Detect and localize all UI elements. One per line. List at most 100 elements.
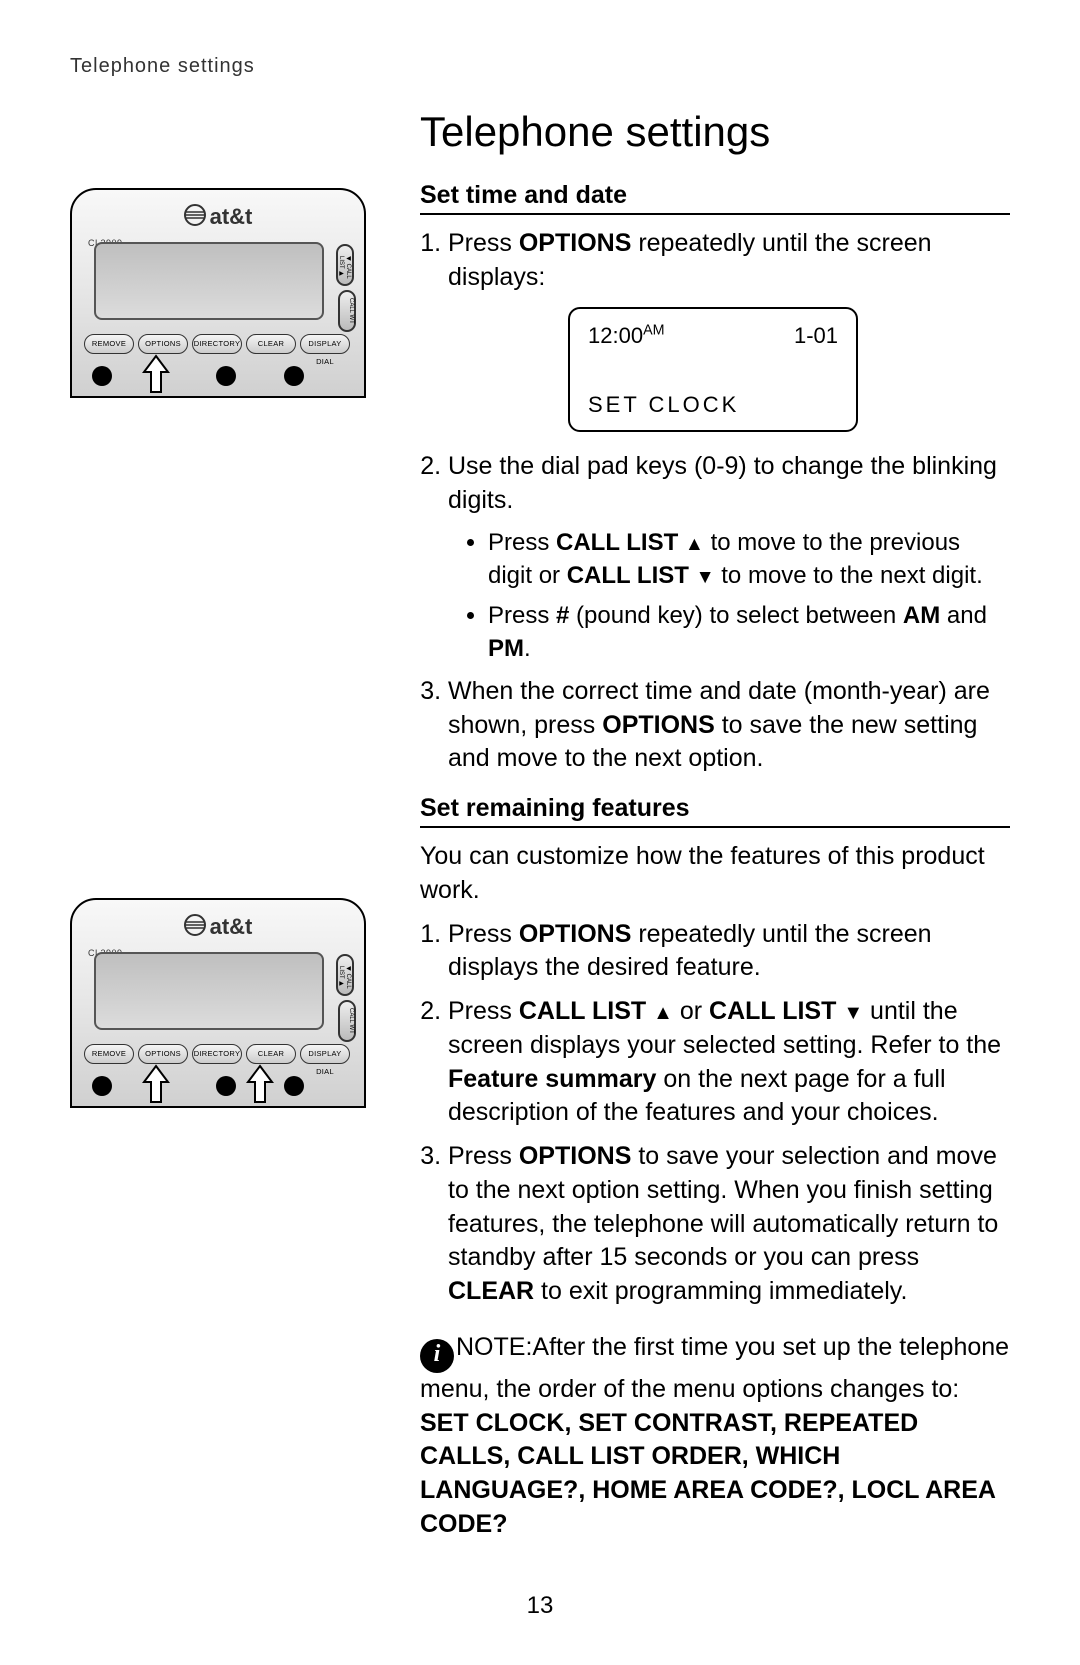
remove-button: REMOVE: [84, 1044, 134, 1064]
remove-button: REMOVE: [84, 334, 134, 354]
text-bold: CALL LIST ▲: [556, 529, 704, 556]
t: CALL LIST: [567, 562, 696, 589]
step: Press OPTIONS repeatedly until the scree…: [448, 227, 1010, 432]
text: to exit programming immediately.: [534, 1277, 907, 1305]
call-wait-side-button: CALL WT: [338, 290, 356, 332]
step: Press OPTIONS repeatedly until the scree…: [448, 918, 1010, 986]
text-bold: CLEAR: [448, 1277, 534, 1305]
triangle-down-icon: ▼: [843, 1002, 863, 1024]
text-bold: OPTIONS: [602, 711, 715, 739]
breadcrumb: Telephone settings: [70, 55, 1010, 78]
text: or: [673, 997, 709, 1025]
right-column: Telephone settings Set time and date Pre…: [420, 108, 1010, 1542]
call-list-side-button: ◀ CALL LIST ▶: [336, 954, 354, 996]
triangle-up-icon: ▲: [653, 1002, 673, 1024]
screen-time: 12:00AM: [588, 321, 665, 351]
phone-brand: at&t: [72, 914, 364, 942]
text-bold: OPTIONS: [519, 920, 632, 948]
att-globe-icon: [184, 914, 206, 942]
text: Press: [488, 529, 556, 556]
content-row: at&t CL2909 ◀ CALL LIST ▶ CALL WT REMOVE…: [70, 108, 1010, 1542]
t: CALL LIST: [556, 529, 685, 556]
directory-button: DIRECTORY: [192, 334, 242, 354]
text-bold: CALL LIST ▼: [709, 997, 863, 1025]
section-heading-2: Set remaining features: [420, 794, 1010, 828]
text-bold: Feature summary: [448, 1065, 656, 1093]
text: to move to the next digit.: [715, 562, 983, 589]
bullet: Press CALL LIST ▲ to move to the previou…: [488, 527, 1010, 592]
bullet: Press # (pound key) to select between AM…: [488, 600, 1010, 665]
section2-intro: You can customize how the features of th…: [420, 840, 1010, 908]
phone-body: at&t CL2909 ◀ CALL LIST ▶ CALL WT REMOVE…: [70, 188, 366, 398]
phone-illustration-2: at&t CL2909 ◀ CALL LIST ▶ CALL WT REMOVE…: [70, 898, 366, 1108]
screen-label: SET CLOCK: [588, 390, 838, 420]
dot: [92, 366, 112, 386]
page-number: 13: [0, 1592, 1080, 1620]
text-bold: OPTIONS: [519, 229, 632, 257]
up-arrow-icon: [246, 1064, 274, 1104]
options-button: OPTIONS: [138, 1044, 188, 1064]
dot: [284, 1076, 304, 1096]
sub-bullets: Press CALL LIST ▲ to move to the previou…: [488, 527, 1010, 665]
button-row: REMOVE OPTIONS DIRECTORY CLEAR DISPLAY D…: [84, 334, 350, 354]
text: (pound key) to select between: [569, 602, 903, 629]
note-label: NOTE:: [456, 1333, 532, 1361]
button-row: REMOVE OPTIONS DIRECTORY CLEAR DISPLAY D…: [84, 1044, 350, 1064]
call-list-side-button: ◀ CALL LIST ▶: [336, 244, 354, 286]
ampm: AM: [643, 322, 664, 338]
display-dial-button: DISPLAY DIAL: [300, 1044, 350, 1064]
phone-brand: at&t: [72, 204, 364, 232]
display-dial-button: DISPLAY DIAL: [300, 334, 350, 354]
left-column: at&t CL2909 ◀ CALL LIST ▶ CALL WT REMOVE…: [70, 108, 390, 1542]
section1-steps: Press OPTIONS repeatedly until the scree…: [448, 227, 1010, 776]
text: Press: [448, 920, 519, 948]
text: Use the dial pad keys (0-9) to change th…: [448, 452, 997, 514]
step: Press CALL LIST ▲ or CALL LIST ▼ until t…: [448, 995, 1010, 1130]
text: Press: [448, 229, 519, 257]
screen-date: 1-01: [794, 321, 838, 351]
info-icon: i: [420, 1339, 454, 1373]
clear-button: CLEAR: [246, 1044, 296, 1064]
phone-illustration-1: at&t CL2909 ◀ CALL LIST ▶ CALL WT REMOVE…: [70, 188, 366, 398]
text-bold: SET CLOCK, SET CONTRAST, REPEATED CALLS,…: [420, 1409, 995, 1538]
phone-lcd: [94, 952, 324, 1030]
section2-steps: Press OPTIONS repeatedly until the scree…: [448, 918, 1010, 1309]
dot: [284, 366, 304, 386]
directory-button: DIRECTORY: [192, 1044, 242, 1064]
triangle-down-icon: ▼: [696, 567, 715, 588]
up-arrow-icon: [142, 1064, 170, 1104]
step: When the correct time and date (month-ye…: [448, 675, 1010, 776]
t: CALL LIST: [709, 997, 843, 1025]
dot: [92, 1076, 112, 1096]
text-bold: CALL LIST ▼: [567, 562, 715, 589]
text: and: [940, 602, 987, 629]
step: Press OPTIONS to save your selection and…: [448, 1140, 1010, 1309]
options-button: OPTIONS: [138, 334, 188, 354]
dot: [216, 1076, 236, 1096]
text-bold: CALL LIST ▲: [519, 997, 673, 1025]
phone-brand-text: at&t: [210, 914, 253, 939]
page-title: Telephone settings: [420, 108, 1010, 156]
text: Press: [448, 997, 519, 1025]
dot-row: [92, 366, 304, 386]
phone-body: at&t CL2909 ◀ CALL LIST ▶ CALL WT REMOVE…: [70, 898, 366, 1108]
screen-row: 12:00AM 1-01: [588, 321, 838, 351]
lcd-screen-box: 12:00AM 1-01 SET CLOCK: [568, 307, 858, 432]
text-bold: OPTIONS: [519, 1142, 632, 1170]
text-bold: AM: [903, 602, 940, 629]
note-block: iNOTE:After the first time you set up th…: [420, 1331, 1010, 1542]
dot: [216, 366, 236, 386]
phone-brand-text: at&t: [210, 204, 253, 229]
time-value: 12:00: [588, 323, 643, 348]
att-globe-icon: [184, 204, 206, 232]
text: .: [524, 635, 531, 662]
t: CALL LIST: [519, 997, 653, 1025]
section-heading-1: Set time and date: [420, 181, 1010, 215]
call-wait-side-button: CALL WT: [338, 1000, 356, 1042]
step: Use the dial pad keys (0-9) to change th…: [448, 450, 1010, 665]
clear-button: CLEAR: [246, 334, 296, 354]
phone-lcd: [94, 242, 324, 320]
triangle-up-icon: ▲: [685, 534, 704, 555]
text: Press: [448, 1142, 519, 1170]
text: Press: [488, 602, 556, 629]
